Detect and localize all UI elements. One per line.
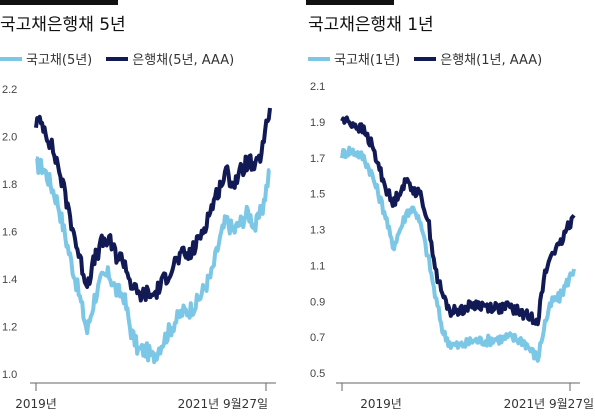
legend-label-gov-5y: 국고채(5년) — [26, 53, 93, 68]
series-line-gov-1y — [340, 145, 576, 363]
legend-item-gov-1y: 국고채(1년) — [308, 49, 400, 68]
legend-item-bank-5y: 은행채(5년, AAA) — [106, 49, 234, 68]
panel-5y-top-bar — [0, 0, 118, 5]
series-line-gov-5y — [35, 156, 271, 365]
legend-swatch-gov-5y — [0, 56, 22, 61]
x-tick-label-1y: 2021년 9월27일 — [504, 397, 594, 411]
legend-swatch-bank-5y — [106, 56, 129, 61]
y-tick-label-1y: 1.7 — [310, 153, 325, 165]
series-line-bank-5y — [34, 107, 272, 303]
y-tick-label-5y: 2.0 — [2, 132, 17, 144]
y-tick-label-5y: 1.6 — [2, 227, 17, 239]
y-tick-label-1y: 1.1 — [310, 260, 325, 272]
y-tick-label-1y: 2.1 — [310, 81, 325, 93]
legend-swatch-bank-1y — [414, 56, 437, 61]
panel-1y-legend: 국고채(1년) 은행채(1년, AAA) — [308, 49, 556, 68]
series-line-bank-1y — [340, 115, 576, 327]
legend-label-bank-1y: 은행채(1년, AAA) — [440, 53, 543, 68]
y-tick-label-5y: 1.8 — [2, 179, 17, 191]
y-tick-label-1y: 1.9 — [310, 117, 325, 129]
y-tick-label-5y: 1.4 — [2, 274, 17, 286]
legend-label-gov-1y: 국고채(1년) — [334, 53, 401, 68]
panel-5y-title: 국고채은행채 5년 — [0, 15, 126, 35]
panel-5y-legend: 국고채(5년) 은행채(5년, AAA) — [0, 49, 248, 68]
legend-swatch-gov-1y — [308, 56, 330, 61]
y-tick-label-1y: 1.3 — [310, 225, 325, 237]
y-tick-label-5y: 1.0 — [2, 369, 17, 381]
y-tick-label-1y: 0.7 — [310, 332, 325, 344]
y-tick-label-5y: 1.2 — [2, 322, 17, 334]
x-tick-label-5y: 2019년 — [15, 397, 57, 411]
x-tick-label-1y: 2019년 — [360, 397, 402, 411]
legend-label-bank-5y: 은행채(5년, AAA) — [132, 53, 235, 68]
y-tick-label-1y: 0.9 — [310, 296, 325, 308]
legend-item-bank-1y: 은행채(1년, AAA) — [414, 49, 542, 68]
y-tick-label-1y: 1.5 — [310, 189, 325, 201]
panel-1y-top-bar — [306, 0, 394, 5]
legend-item-gov-5y: 국고채(5년) — [0, 49, 92, 68]
panel-1y-title: 국고채은행채 1년 — [308, 15, 434, 35]
y-tick-label-5y: 2.2 — [2, 84, 17, 96]
x-tick-label-5y: 2021년 9월27일 — [178, 397, 268, 411]
y-tick-label-1y: 0.5 — [310, 368, 325, 380]
